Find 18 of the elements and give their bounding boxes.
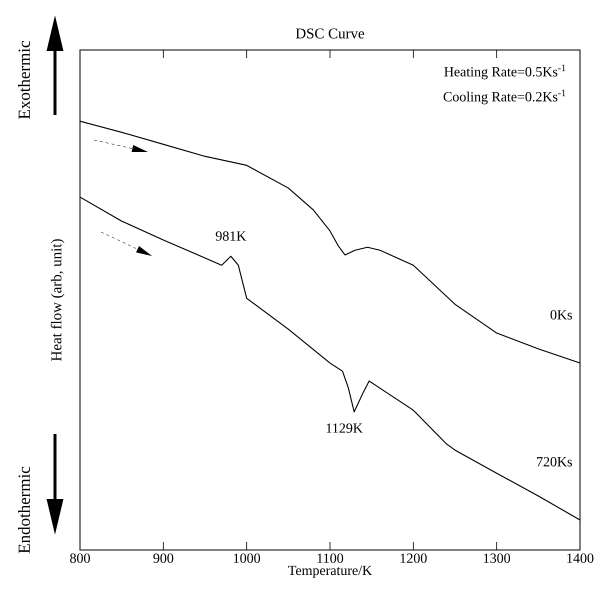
text: Endothermic [18, 466, 30, 554]
annotation: 981K [216, 231, 246, 241]
x-tick-label: 1000 [234, 554, 260, 563]
text: Exothermic [18, 40, 30, 120]
text: Heating Rate=0.5Ks$^{-1}$ [444, 64, 566, 80]
x-axis-title: Temperature/K [288, 566, 372, 578]
text: Cooling Rate=0.2Ks$^{-1}$ [444, 90, 566, 104]
series-label: 720Ks [536, 457, 572, 466]
x-tick-label: 1100 [318, 554, 344, 563]
y-axis-title: Heat flow (arb, unit) [50, 239, 64, 361]
x-tick-label: 900 [153, 554, 174, 563]
x-tick-label: 1400 [567, 554, 594, 563]
text: 0Ks [550, 310, 572, 320]
x-tick-label: 800 [70, 554, 90, 563]
x-tick-label: 1300 [484, 554, 510, 563]
annotation: 1129K [326, 423, 363, 433]
x-tick-label: 1200 [400, 554, 427, 563]
chart-title: DSC Curve [296, 28, 364, 38]
